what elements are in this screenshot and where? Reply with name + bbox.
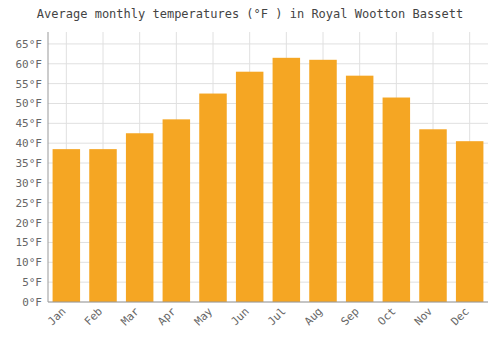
x-tick-label: Oct <box>375 305 398 328</box>
grid <box>48 32 488 302</box>
y-tick-label: 65°F <box>16 38 43 51</box>
bar <box>419 129 447 302</box>
y-tick-label: 5°F <box>22 276 42 289</box>
x-tick-label: Mar <box>119 305 143 329</box>
y-tick-label: 35°F <box>16 157 43 170</box>
y-tick-label: 25°F <box>16 197 43 210</box>
y-tick-label: 60°F <box>16 58 43 71</box>
bar <box>53 149 80 302</box>
bar <box>199 94 227 302</box>
bar <box>89 149 117 302</box>
y-axis-line <box>48 32 49 302</box>
bar <box>346 76 374 302</box>
y-tick-label: 45°F <box>16 117 43 130</box>
bar <box>273 58 301 302</box>
y-grid-line <box>48 83 488 84</box>
y-tick-label: 55°F <box>16 78 43 91</box>
x-tick-label: Jan <box>45 305 68 328</box>
y-tick-label: 30°F <box>16 177 43 190</box>
x-tick-label: Aug <box>302 305 325 328</box>
bar <box>309 60 337 302</box>
x-tick-label: Feb <box>82 305 105 328</box>
y-grid-line <box>48 63 488 64</box>
chart-container: Average monthly temperatures (°F ) in Ro… <box>0 0 500 350</box>
x-tick-label: Apr <box>155 305 179 329</box>
y-grid-line <box>48 123 488 124</box>
y-grid-line <box>48 103 488 104</box>
y-tick-label: 10°F <box>16 256 43 269</box>
chart: Average monthly temperatures (°F ) in Ro… <box>0 0 500 350</box>
bars <box>53 58 484 302</box>
y-grid-line <box>48 43 488 44</box>
y-tick-label: 20°F <box>16 217 43 230</box>
x-tick-label: Sep <box>339 305 362 328</box>
bar <box>126 133 153 302</box>
bar <box>456 141 484 302</box>
x-tick-label: Nov <box>412 305 436 329</box>
bar <box>236 72 264 302</box>
y-tick-label: 50°F <box>16 97 43 110</box>
y-grid-line <box>48 302 488 303</box>
x-tick-label: Dec <box>449 305 472 328</box>
x-axis-line <box>48 302 488 303</box>
x-tick-label: Jul <box>265 305 288 328</box>
y-tick-label: 15°F <box>16 236 43 249</box>
y-tick-label: 0°F <box>22 296 42 309</box>
bar <box>163 119 191 302</box>
x-tick-label: May <box>192 305 216 329</box>
y-tick-label: 40°F <box>16 137 43 150</box>
title: Average monthly temperatures (°F ) in Ro… <box>37 7 463 21</box>
bar <box>383 98 411 302</box>
x-tick-label: Jun <box>229 305 252 328</box>
